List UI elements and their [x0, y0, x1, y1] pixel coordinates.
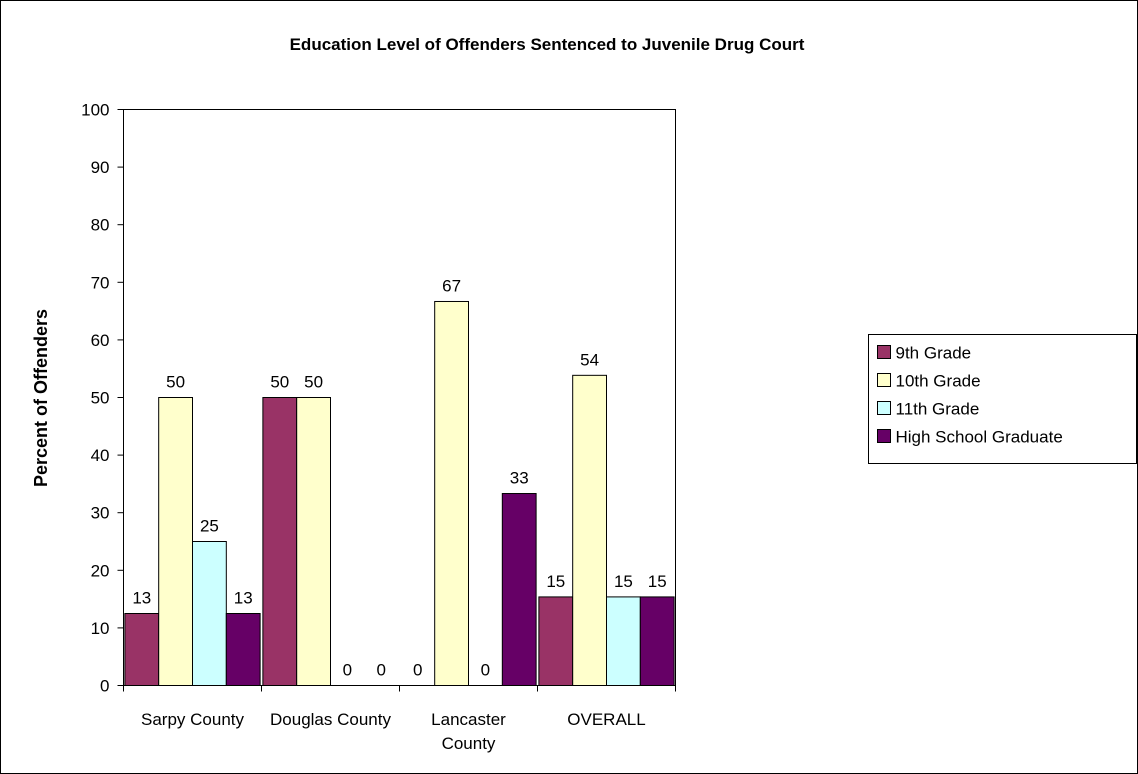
y-tick-label: 60: [91, 331, 110, 350]
legend: 9th Grade 10th Grade 11th Grade High School…: [868, 334, 1137, 464]
y-tick-label: 20: [91, 561, 110, 580]
y-tick-label: 10: [91, 619, 110, 638]
bar: [572, 374, 608, 686]
data-label: 0: [343, 661, 352, 680]
legend-swatch: [877, 345, 891, 359]
x-category-label: County: [442, 734, 496, 753]
data-label: 0: [376, 661, 385, 680]
bar: [434, 300, 470, 686]
bar: [262, 397, 298, 686]
data-label: 15: [546, 572, 565, 591]
data-label: 33: [510, 469, 529, 488]
bar: [296, 397, 332, 686]
data-label: 15: [614, 572, 633, 591]
legend-swatch: [877, 373, 891, 387]
data-label: 15: [648, 572, 667, 591]
bars-layer: [124, 300, 675, 686]
y-tick-label: 40: [91, 446, 110, 465]
x-category-label: Sarpy County: [141, 710, 244, 729]
data-label: 25: [200, 517, 219, 536]
y-tick-label: 50: [91, 389, 110, 408]
bar: [538, 596, 574, 686]
data-label: 54: [580, 350, 599, 369]
x-category-label: Douglas County: [270, 710, 391, 729]
labels-layer: Sarpy County Douglas County Lancaster Count…: [132, 276, 666, 753]
legend-entry: 11th Grade: [896, 400, 980, 419]
bar: [192, 541, 227, 686]
y-tick-label: 100: [81, 101, 109, 120]
legend-box: [868, 334, 1137, 464]
legend-entry: 10th Grade: [896, 372, 981, 391]
y-tick-label: 70: [91, 273, 110, 292]
data-label: 50: [304, 373, 323, 392]
x-category-label: OVERALL: [567, 710, 645, 729]
x-category-label: Lancaster: [431, 710, 506, 729]
data-label: 0: [413, 661, 422, 680]
bar: [639, 596, 675, 686]
ticks-layer: 0 10 20 30 40 50 60 70 80 90 100: [81, 101, 676, 696]
data-label: 13: [132, 589, 151, 608]
data-label: 50: [166, 373, 185, 392]
bar: [225, 613, 261, 686]
legend-swatch: [877, 429, 891, 443]
data-label: 50: [270, 373, 289, 392]
data-label: 0: [481, 661, 490, 680]
bar: [124, 613, 160, 686]
bar: [158, 397, 194, 686]
legend-entry: High School Graduate: [896, 428, 1063, 447]
data-label: 67: [442, 276, 461, 295]
legend-entry: 9th Grade: [896, 344, 972, 363]
y-axis-label: Percent of Offenders: [31, 309, 51, 487]
legend-swatch: [877, 401, 891, 415]
chart-title: Education Level of Offenders Sentenced t…: [290, 35, 805, 54]
data-label: 13: [234, 589, 253, 608]
y-tick-label: 90: [91, 158, 110, 177]
y-tick-label: 30: [91, 504, 110, 523]
y-tick-label: 80: [91, 216, 110, 235]
y-tick-label: 0: [100, 677, 109, 696]
bar: [606, 596, 641, 686]
bar: [501, 493, 537, 686]
